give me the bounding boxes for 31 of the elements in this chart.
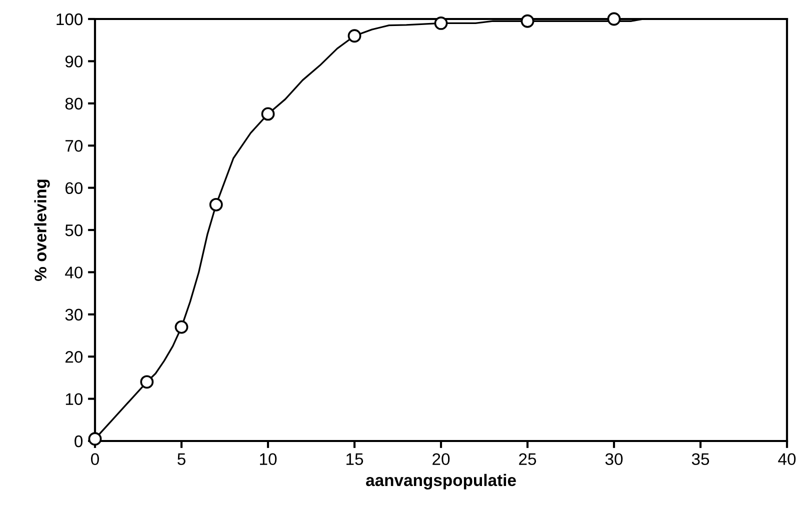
point [209, 198, 223, 212]
y-tick-label: 90 [65, 56, 83, 68]
x-tick-label: 5 [178, 453, 186, 466]
point [261, 107, 275, 121]
y-tick-label: 0 [74, 435, 83, 448]
x-axis-title: aanvangspopulatie [366, 474, 516, 490]
x-tick-label: 20 [432, 453, 450, 466]
y-tick-label: 50 [65, 224, 83, 236]
y-tick-label: 40 [65, 266, 83, 278]
x-tick-label: 0 [91, 453, 99, 466]
point [88, 432, 102, 446]
y-tick-label: 100 [56, 13, 83, 26]
y-tick-label: 70 [66, 140, 83, 152]
y-tick-label: 80 [65, 98, 83, 110]
x-tick-label: 40 [778, 453, 796, 466]
x-tick-label: 15 [346, 453, 364, 466]
x-tick-label: 35 [692, 453, 710, 466]
y-tick-label: 60 [66, 182, 83, 194]
y-tick-label: 20 [65, 351, 83, 363]
y-tick-label: 30 [65, 308, 83, 321]
point [520, 14, 534, 28]
y-tick-label: 10 [66, 393, 83, 406]
x-tick-label: 25 [519, 453, 536, 466]
point [348, 29, 362, 43]
y-axis-title: % overleving [34, 180, 50, 281]
point [434, 16, 448, 30]
point [140, 375, 154, 389]
x-tick-label: 30 [605, 453, 623, 466]
x-tick-label: 10 [260, 453, 277, 466]
point [607, 12, 621, 26]
point [174, 320, 188, 334]
